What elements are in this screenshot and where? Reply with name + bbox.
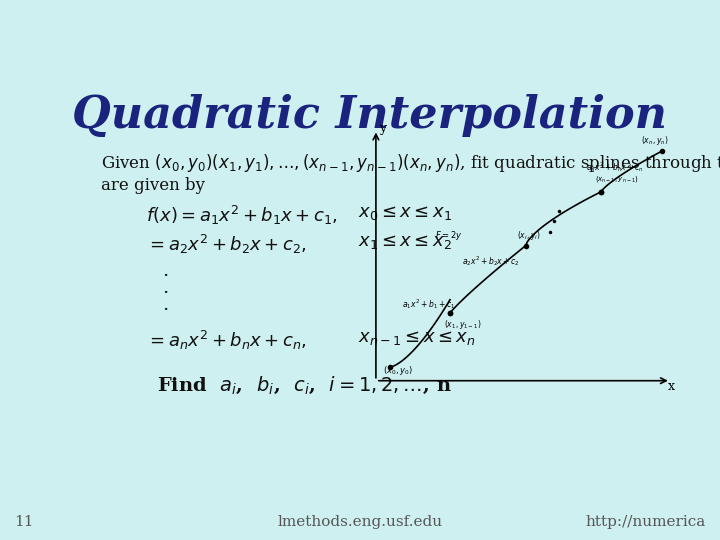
Text: $(x_0,y_0)$: $(x_0,y_0)$ bbox=[384, 363, 413, 376]
Text: Given $(x_0, y_0)(x_1, y_1), \ldots, (x_{n-1}, y_{n-1})(x_n, y_n)$, fit quadrati: Given $(x_0, y_0)(x_1, y_1), \ldots, (x_… bbox=[101, 152, 720, 174]
Text: x: x bbox=[667, 380, 675, 393]
Text: http://numerica: http://numerica bbox=[585, 515, 706, 529]
Text: lmethods.eng.usf.edu: lmethods.eng.usf.edu bbox=[277, 515, 443, 529]
Text: $a_nx^2+b_nx+c_n$: $a_nx^2+b_nx+c_n$ bbox=[586, 160, 644, 173]
Text: Quadratic Interpolation: Quadratic Interpolation bbox=[71, 94, 667, 137]
Text: y: y bbox=[379, 122, 386, 136]
Text: $x_1 \leq x \leq x_2$: $x_1 \leq x \leq x_2$ bbox=[358, 233, 451, 251]
Text: .: . bbox=[163, 279, 168, 297]
Text: $x_{n-1} \leq x \leq x_n$: $x_{n-1} \leq x \leq x_n$ bbox=[358, 329, 476, 347]
Text: $(x_n, y_n)$: $(x_n, y_n)$ bbox=[641, 134, 668, 147]
Text: $(x_i, y_i)$: $(x_i, y_i)$ bbox=[516, 228, 540, 241]
Text: $a_2x^2+b_2x+c_2$: $a_2x^2+b_2x+c_2$ bbox=[462, 254, 520, 268]
Text: $= a_2 x^2 + b_2 x + c_2,$: $= a_2 x^2 + b_2 x + c_2,$ bbox=[145, 233, 307, 256]
Text: $f(x) = a_1 x^2 + b_1 x + c_1,$: $f(x) = a_1 x^2 + b_1 x + c_1,$ bbox=[145, 204, 338, 227]
Text: $(x_{n-1}, y_{n-1})$: $(x_{n-1}, y_{n-1})$ bbox=[595, 174, 639, 184]
Text: $x_0 \leq x \leq x_1$: $x_0 \leq x \leq x_1$ bbox=[358, 204, 452, 222]
Text: $a_1x^2+b_1+c_1$: $a_1x^2+b_1+c_1$ bbox=[402, 298, 455, 311]
Text: $F=2y$: $F=2y$ bbox=[435, 228, 462, 241]
Text: $= a_n x^2 + b_n x + c_n,$: $= a_n x^2 + b_n x + c_n,$ bbox=[145, 329, 307, 352]
Text: .: . bbox=[163, 262, 168, 280]
Text: Find  $a_i$,  $b_i$,  $c_i$,  $i = 1, 2, \ldots$, n: Find $a_i$, $b_i$, $c_i$, $i = 1, 2, \ld… bbox=[157, 375, 451, 396]
Text: are given by: are given by bbox=[101, 177, 205, 194]
Text: 11: 11 bbox=[14, 515, 34, 529]
Text: $(x_1,y_{1-1})$: $(x_1,y_{1-1})$ bbox=[444, 318, 482, 330]
Text: .: . bbox=[163, 295, 168, 314]
